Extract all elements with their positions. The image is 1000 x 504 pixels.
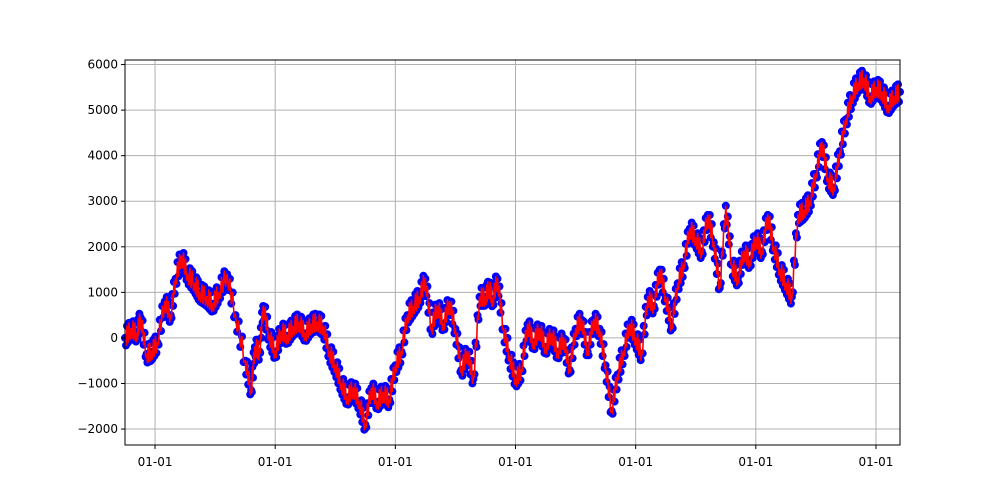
- plot-frame: [124, 59, 901, 446]
- x-tick-label: 01-01: [378, 455, 413, 469]
- y-tick-label: 4000: [87, 149, 118, 163]
- y-tick-label: 6000: [87, 58, 118, 72]
- plot-area: [121, 66, 904, 434]
- y-tick-label: 0: [110, 331, 118, 345]
- axes: −2000 −1000 0 1000 2000 3000 4000 5000 6000 01-01…: [77, 58, 893, 469]
- x-tick-label: 01-01: [138, 455, 173, 469]
- x-tick-label: 01-01: [498, 455, 533, 469]
- y-tick-label: −2000: [77, 422, 118, 436]
- x-tick-label: 01-01: [859, 455, 894, 469]
- x-tick-label: 01-01: [618, 455, 653, 469]
- y-tick-label: −1000: [77, 376, 118, 390]
- y-tick-label: 1000: [87, 285, 118, 299]
- y-tick-label: 5000: [87, 103, 118, 117]
- y-tick-label: 2000: [87, 240, 118, 254]
- x-tick-label: 01-01: [738, 455, 773, 469]
- y-tick-label: 3000: [87, 194, 118, 208]
- series-line: [124, 69, 901, 431]
- x-tick-label: 01-01: [258, 455, 293, 469]
- series-markers: [121, 66, 904, 434]
